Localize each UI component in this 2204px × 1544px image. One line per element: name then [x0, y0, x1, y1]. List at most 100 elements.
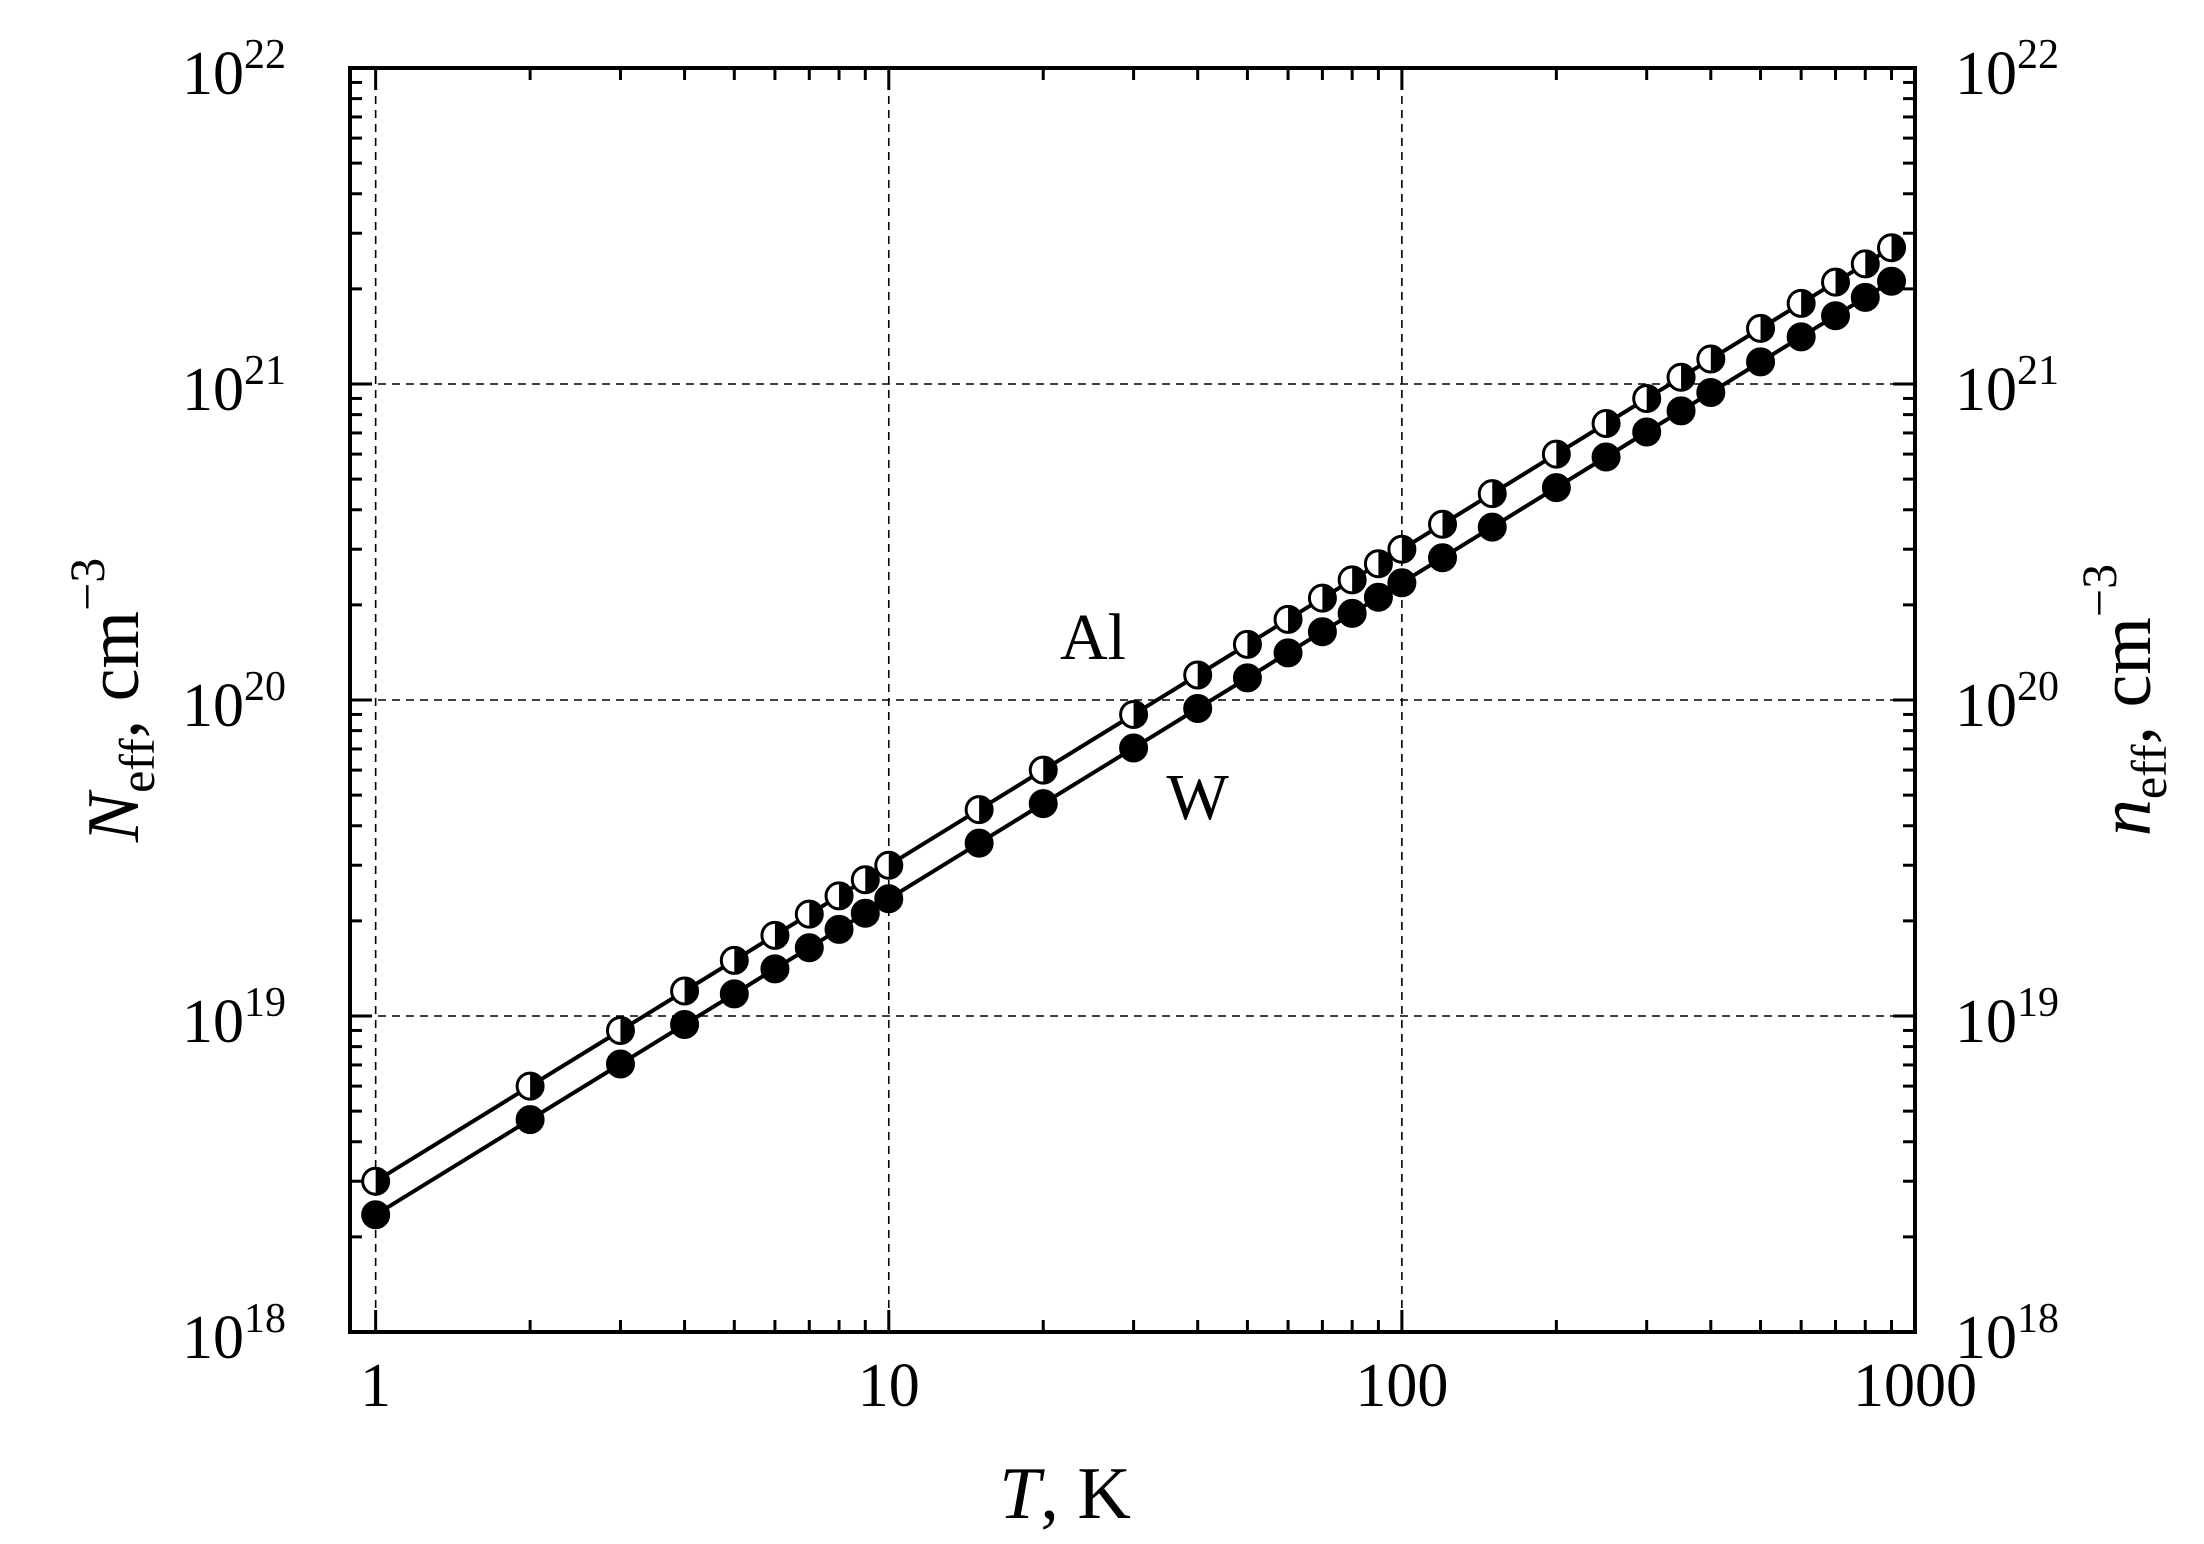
- marker-half-fill: [1401, 536, 1415, 563]
- data-point-w: [1363, 582, 1393, 612]
- data-point-al: [760, 920, 790, 950]
- y-tick-label-right: 1022: [1955, 32, 2059, 108]
- grid-lines: [350, 68, 1915, 1332]
- data-point-al: [1337, 565, 1367, 595]
- marker-half-fill: [620, 1017, 634, 1044]
- data-point-w: [1337, 598, 1367, 628]
- data-point-al: [874, 850, 904, 880]
- marker-half-fill: [1288, 606, 1302, 633]
- data-point-w: [794, 933, 824, 963]
- data-point-w: [1232, 663, 1262, 693]
- marker-half-fill: [1681, 364, 1695, 391]
- data-point-al: [850, 865, 880, 895]
- data-point-al: [605, 1015, 635, 1045]
- data-point-w: [1850, 282, 1880, 312]
- data-point-w: [1541, 473, 1571, 503]
- marker-half-fill: [979, 796, 993, 823]
- y-tick-label-right: 1019: [1955, 980, 2059, 1056]
- data-point-w: [1387, 568, 1417, 598]
- series-annotations: Al W: [1060, 601, 1230, 834]
- x-axis-title-unit: , K: [1040, 1453, 1130, 1535]
- data-point-w: [1307, 617, 1337, 647]
- data-point-w: [964, 828, 994, 858]
- y-axis-title-left: Neff, cm−3: [59, 558, 165, 844]
- marker-half-fill: [734, 947, 748, 974]
- marker-half-fill: [1197, 661, 1211, 688]
- marker-half-fill: [684, 977, 698, 1004]
- marker-half-fill: [530, 1073, 544, 1100]
- marker-half-fill: [1760, 315, 1774, 342]
- data-point-w: [850, 898, 880, 928]
- data-point-w: [605, 1049, 635, 1079]
- data-point-al: [1273, 604, 1303, 634]
- data-point-al: [670, 976, 700, 1006]
- series-markers: [361, 233, 1907, 1230]
- data-point-al: [794, 899, 824, 929]
- x-tick-label: 100: [1355, 1352, 1448, 1420]
- y-tick-label-left: 1021: [182, 348, 286, 424]
- data-point-al: [1632, 383, 1662, 413]
- data-point-al: [1541, 439, 1571, 469]
- x-tick-labels: 1 10 100 1000: [360, 1352, 1977, 1420]
- data-point-al: [1428, 509, 1458, 539]
- y-tick-label-left: 1022: [182, 32, 286, 108]
- data-point-al: [1666, 362, 1696, 392]
- data-point-w: [1273, 638, 1303, 668]
- data-point-al: [1877, 233, 1907, 263]
- y-left-title-exp: −3: [59, 558, 115, 611]
- data-point-w: [1028, 789, 1058, 819]
- annotation-w: W: [1167, 761, 1230, 834]
- data-point-w: [1477, 512, 1507, 542]
- marker-half-fill: [1835, 269, 1849, 296]
- marker-half-fill: [1378, 550, 1392, 577]
- y-left-title-sub: eff: [109, 738, 165, 793]
- marker-half-fill: [1322, 585, 1336, 612]
- data-point-al: [964, 795, 994, 825]
- y-left-title-unit: , cm: [73, 611, 155, 738]
- y-right-title-exp: −3: [2071, 564, 2127, 617]
- x-tick-label: 1000: [1853, 1352, 1977, 1420]
- y-left-title-var: N: [73, 789, 155, 843]
- y-right-title-sub: eff: [2121, 744, 2177, 799]
- data-point-w: [1746, 347, 1776, 377]
- data-point-al: [719, 945, 749, 975]
- data-point-w: [719, 979, 749, 1009]
- y-tick-label-right: 1021: [1955, 348, 2059, 424]
- marker-half-fill: [839, 882, 853, 909]
- data-point-al: [824, 881, 854, 911]
- marker-half-fill: [1891, 234, 1905, 261]
- y-right-title-var: n: [2085, 799, 2167, 836]
- y-axis-title-right: neff, cm−3: [2071, 564, 2177, 836]
- marker-half-fill: [865, 866, 879, 893]
- marker-half-fill: [1865, 250, 1879, 277]
- data-point-w: [670, 1009, 700, 1039]
- data-point-al: [1387, 534, 1417, 564]
- data-point-w: [1119, 733, 1149, 763]
- data-point-w: [1696, 377, 1726, 407]
- marker-half-fill: [774, 922, 788, 949]
- marker-half-fill: [1352, 566, 1366, 593]
- marker-half-fill: [1442, 511, 1456, 538]
- marker-half-fill: [1606, 410, 1620, 437]
- x-tick-label: 1: [360, 1352, 391, 1420]
- data-point-w: [1183, 693, 1213, 723]
- data-point-al: [1746, 313, 1776, 343]
- marker-half-fill: [1801, 290, 1815, 317]
- data-point-al: [515, 1071, 545, 1101]
- data-point-w: [515, 1105, 545, 1135]
- annotation-al: Al: [1060, 601, 1126, 674]
- data-point-w: [1591, 442, 1621, 472]
- marker-half-fill: [1492, 480, 1506, 507]
- x-axis-title: T, K: [999, 1453, 1131, 1535]
- marker-half-fill: [1556, 441, 1570, 468]
- data-point-al: [1821, 267, 1851, 297]
- data-point-w: [874, 884, 904, 914]
- data-point-w: [1786, 322, 1816, 352]
- y-right-title-unit: , cm: [2085, 617, 2167, 744]
- data-point-w: [1428, 543, 1458, 573]
- data-point-w: [1632, 417, 1662, 447]
- y-tick-label-left: 1018: [182, 1296, 286, 1372]
- x-tick-label: 10: [858, 1352, 920, 1420]
- y-tick-labels-left: 1018 1019 1020 1021 1022: [182, 32, 286, 1372]
